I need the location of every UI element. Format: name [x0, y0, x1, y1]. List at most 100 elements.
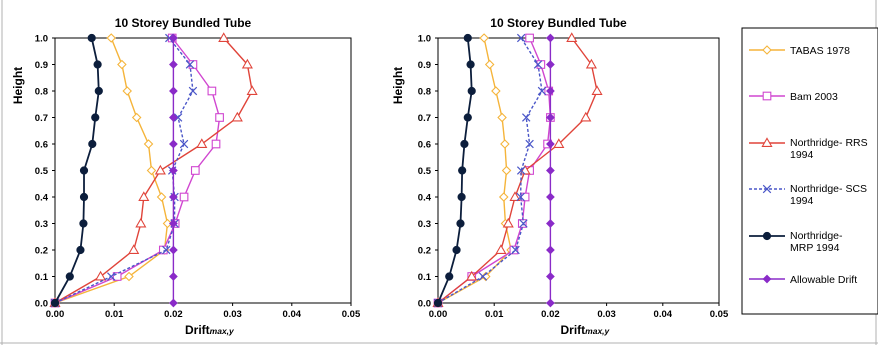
data-point-marker [146, 165, 157, 176]
data-point-marker [241, 58, 253, 69]
data-point-marker [65, 272, 74, 281]
data-point-marker [190, 166, 200, 175]
data-point-marker [50, 298, 60, 308]
data-point-marker [457, 192, 466, 202]
data-point-marker [79, 166, 89, 175]
data-point-marker [188, 86, 198, 96]
data-point-marker [546, 192, 555, 202]
data-point-marker [91, 113, 100, 122]
data-point-marker [525, 33, 534, 43]
legend-marker [762, 45, 772, 55]
data-point-marker [452, 245, 461, 255]
data-point-marker [162, 218, 173, 229]
y-axis-label: Height [391, 67, 405, 104]
x-tick-label: 0.03 [597, 309, 616, 320]
data-point-marker [480, 271, 491, 282]
y-tick-label: 0.2 [35, 246, 48, 257]
data-point-marker [122, 86, 133, 96]
y-tick-label: 0.9 [418, 60, 431, 71]
data-point-marker [491, 86, 501, 96]
data-point-marker [138, 191, 150, 201]
data-point-marker [215, 113, 224, 122]
chart-1: 10 Storey Bundled TubeHeightDriftmax,y0.… [11, 16, 361, 337]
data-point-marker [231, 111, 243, 122]
series-northridge-mrp-1994 [50, 33, 103, 308]
data-point-marker [479, 33, 489, 43]
y-tick-label: 0.1 [418, 272, 432, 283]
x-tick-label: 0.01 [485, 309, 504, 320]
data-point-marker [95, 270, 107, 281]
data-point-marker [162, 245, 171, 255]
data-point-marker [591, 85, 603, 95]
x-tick-label: 0.00 [46, 309, 65, 320]
data-point-marker [509, 191, 521, 201]
data-point-marker [87, 33, 96, 43]
chart-title: 10 Storey Bundled Tube [115, 16, 252, 30]
data-point-marker [179, 192, 189, 202]
data-point-marker [533, 60, 543, 69]
legend-marker [761, 137, 773, 147]
legend-marker [762, 274, 772, 284]
x-axis-label-main: Drift [561, 323, 586, 337]
data-point-marker [124, 271, 134, 282]
data-point-marker [88, 139, 97, 149]
data-point-marker [433, 298, 443, 308]
data-point-marker [173, 113, 183, 122]
data-point-marker [185, 60, 195, 69]
y-tick-label: 0.0 [418, 299, 431, 310]
legend-item: TABAS 1978 [749, 45, 850, 57]
series-allowable-drift [169, 33, 178, 308]
data-point-marker [79, 219, 88, 228]
data-point-marker [580, 111, 592, 122]
legend-label: Northridge-MRP 1994 [790, 230, 843, 254]
legend-item: Allowable Drift [749, 274, 857, 286]
y-tick-label: 0.3 [418, 219, 431, 230]
data-point-marker [207, 86, 217, 96]
data-point-marker [498, 192, 509, 202]
y-tick-label: 0.0 [35, 299, 48, 310]
data-point-marker [516, 33, 526, 43]
data-point-marker [500, 139, 510, 149]
y-tick-label: 0.4 [418, 193, 432, 204]
y-tick-label: 0.9 [35, 60, 48, 71]
data-point-marker [135, 217, 147, 228]
data-point-marker [546, 219, 555, 228]
data-point-marker [196, 138, 208, 148]
legend: TABAS 1978 Bam 2003 Northridge- RRS 1994 Nor… [741, 27, 878, 315]
data-point-marker [466, 60, 475, 69]
data-point-marker [478, 272, 488, 281]
data-point-marker [519, 219, 528, 228]
data-point-marker [117, 59, 127, 70]
data-point-marker [546, 113, 555, 122]
data-point-marker [495, 244, 507, 254]
data-point-marker [218, 32, 230, 42]
y-tick-label: 0.7 [418, 113, 431, 124]
y-tick-label: 0.5 [35, 166, 49, 177]
data-point-marker [566, 32, 578, 42]
y-tick-label: 0.8 [418, 87, 431, 98]
data-point-marker [546, 166, 555, 175]
data-point-marker [537, 86, 547, 96]
data-point-marker [501, 165, 512, 176]
x-tick-label: 0.05 [342, 309, 361, 320]
x-axis-label: Driftmax,y [185, 323, 235, 337]
legend-marker [762, 184, 772, 194]
data-point-marker [511, 245, 520, 255]
chart-2: 10 Storey Bundled TubeHeightDriftmax,y0.… [391, 16, 729, 337]
legend-label: Northridge- SCS 1994 [790, 183, 867, 207]
legend-frame [741, 27, 878, 315]
legend-marker [762, 231, 772, 241]
legend-item: Bam 2003 [749, 91, 838, 103]
data-point-marker [112, 272, 122, 281]
data-point-marker [169, 245, 178, 255]
x-tick-label: 0.02 [164, 309, 183, 320]
data-point-marker [156, 192, 167, 202]
y-tick-label: 1.0 [418, 34, 431, 45]
data-point-marker [466, 270, 478, 281]
series-line [437, 37, 543, 304]
data-point-marker [585, 58, 597, 69]
data-point-marker [131, 112, 142, 123]
data-point-marker [516, 192, 525, 202]
